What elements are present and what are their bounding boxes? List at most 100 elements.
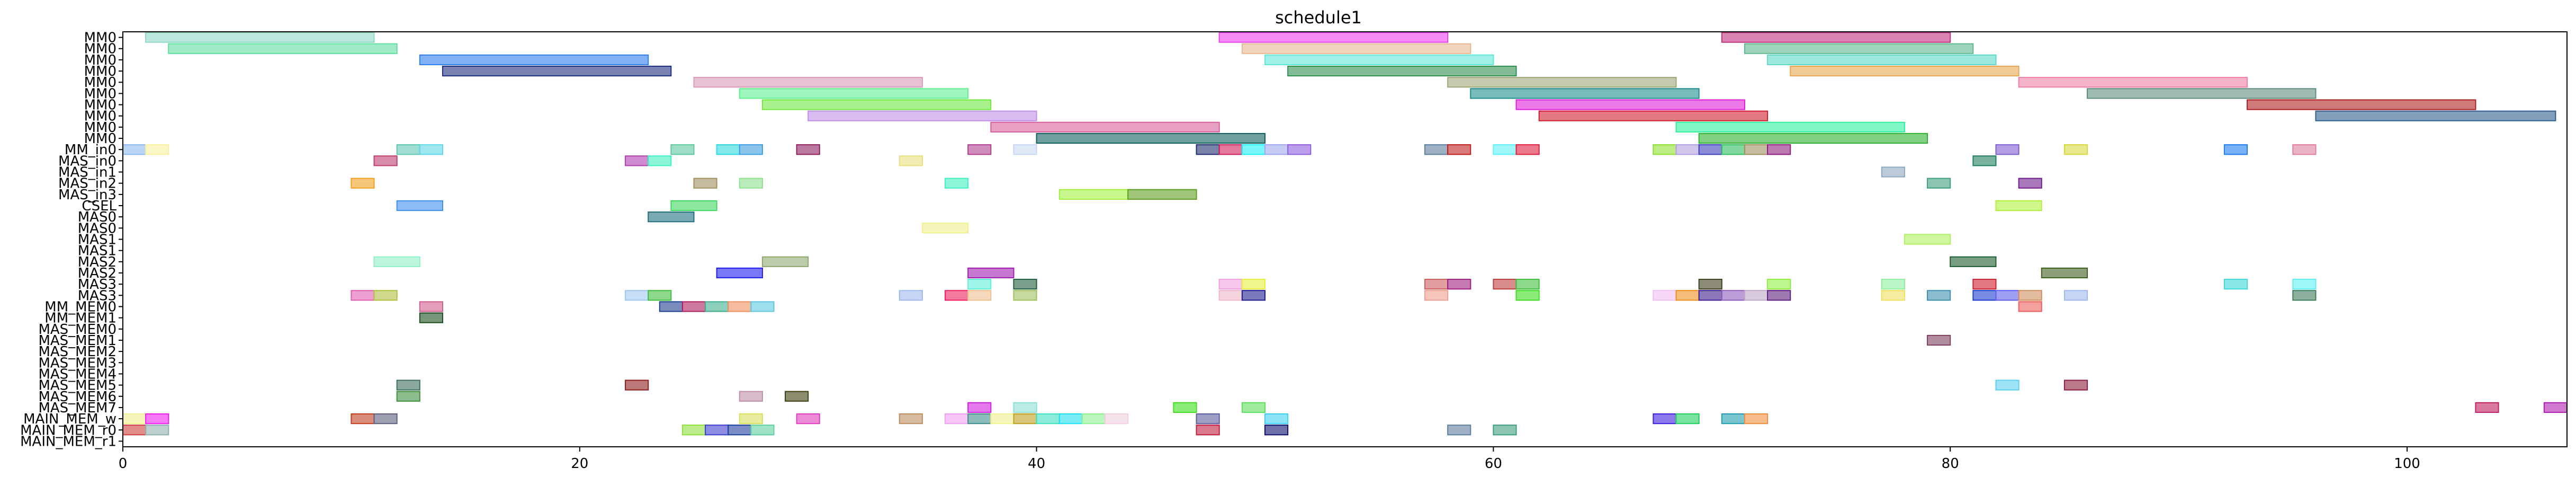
task-bar-26 bbox=[2247, 99, 2476, 110]
task-bar-90 bbox=[1515, 279, 1540, 290]
task-bar-12 bbox=[1264, 54, 1494, 66]
task-bar-142 bbox=[2475, 402, 2499, 413]
task-bar-37 bbox=[1013, 144, 1037, 155]
task-bar-18 bbox=[1675, 121, 1905, 132]
task-bar-28 bbox=[122, 144, 147, 155]
task-bar-101 bbox=[899, 290, 923, 301]
task-bar-76 bbox=[1904, 234, 1951, 245]
task-bar-172 bbox=[1264, 425, 1289, 436]
task-bar-118 bbox=[1995, 290, 2019, 301]
task-bar-27 bbox=[2315, 110, 2556, 121]
plot-frame bbox=[122, 31, 2568, 447]
task-bar-72 bbox=[670, 200, 717, 211]
task-bar-169 bbox=[728, 425, 752, 436]
task-bar-157 bbox=[1081, 413, 1106, 425]
task-bar-138 bbox=[967, 402, 992, 413]
task-bar-64 bbox=[693, 178, 717, 189]
task-bar-111 bbox=[1698, 290, 1722, 301]
y-tick-label: MAS_in2 bbox=[58, 176, 116, 192]
y-tick-label: MM0 bbox=[84, 98, 116, 113]
y-tick-label: MAS_MEM1 bbox=[38, 333, 116, 349]
task-bar-105 bbox=[1218, 290, 1243, 301]
y-tick-label: MM0 bbox=[84, 109, 116, 125]
task-bar-125 bbox=[705, 301, 729, 312]
task-bar-95 bbox=[2223, 279, 2248, 290]
task-bar-45 bbox=[1493, 144, 1517, 155]
task-bar-154 bbox=[1013, 413, 1037, 425]
task-bar-34 bbox=[739, 144, 763, 155]
task-bar-149 bbox=[796, 413, 820, 425]
task-bar-92 bbox=[1767, 279, 1791, 290]
task-bar-39 bbox=[1218, 144, 1243, 155]
task-bar-114 bbox=[1767, 290, 1791, 301]
task-bar-11 bbox=[1241, 43, 1471, 54]
chart-title: schedule1 bbox=[1275, 7, 1362, 28]
task-bar-81 bbox=[1950, 256, 1997, 267]
task-bar-109 bbox=[1653, 290, 1677, 301]
task-bar-98 bbox=[373, 290, 398, 301]
y-tick-label: MAIN_MEM_r0 bbox=[20, 422, 116, 438]
task-bar-33 bbox=[716, 144, 740, 155]
task-bar-173 bbox=[1447, 425, 1471, 436]
task-bar-93 bbox=[1881, 279, 1905, 290]
task-bar-19 bbox=[1698, 132, 1928, 144]
y-tick-label: MM0 bbox=[84, 131, 116, 147]
task-bar-40 bbox=[1241, 144, 1266, 155]
task-bar-141 bbox=[1241, 402, 1266, 413]
task-bar-42 bbox=[1287, 144, 1312, 155]
y-tick-label: MAS_MEM6 bbox=[38, 389, 116, 405]
task-bar-44 bbox=[1447, 144, 1471, 155]
task-bar-67 bbox=[1927, 178, 1951, 189]
task-bar-151 bbox=[945, 413, 969, 425]
x-axis: 0 20 40 60 80 100 bbox=[119, 447, 2420, 472]
task-bar-32 bbox=[670, 144, 695, 155]
y-tick-label: MAS3 bbox=[78, 277, 116, 293]
task-bar-164 bbox=[1744, 413, 1769, 425]
task-bar-106 bbox=[1241, 290, 1266, 301]
task-bar-146 bbox=[351, 413, 375, 425]
task-bar-14 bbox=[1447, 77, 1677, 88]
task-bar-3 bbox=[442, 65, 672, 77]
task-bar-143 bbox=[2543, 402, 2568, 413]
task-bar-20 bbox=[1721, 32, 1951, 43]
task-bar-51 bbox=[1744, 144, 1769, 155]
task-bar-66 bbox=[945, 178, 969, 189]
y-tick-label: MM0 bbox=[84, 52, 116, 68]
task-bar-49 bbox=[1698, 144, 1722, 155]
task-bar-50 bbox=[1721, 144, 1745, 155]
task-bar-83 bbox=[967, 279, 992, 290]
task-bar-60 bbox=[899, 155, 923, 166]
task-bar-148 bbox=[739, 413, 763, 425]
task-bar-99 bbox=[625, 290, 649, 301]
task-bar-13 bbox=[1287, 65, 1517, 77]
task-bar-168 bbox=[705, 425, 729, 436]
task-bar-56 bbox=[2292, 144, 2317, 155]
task-bar-97 bbox=[351, 290, 375, 301]
task-bar-140 bbox=[1173, 402, 1197, 413]
task-bar-2 bbox=[419, 54, 649, 66]
task-bar-85 bbox=[1218, 279, 1243, 290]
y-tick-label: CSEL bbox=[82, 198, 116, 214]
task-bar-68 bbox=[2018, 178, 2042, 189]
task-bar-77 bbox=[373, 256, 420, 267]
task-bar-150 bbox=[899, 413, 923, 425]
task-bar-171 bbox=[1196, 425, 1220, 436]
task-bar-7 bbox=[807, 110, 1037, 121]
task-bar-130 bbox=[1927, 334, 1951, 346]
task-bar-121 bbox=[2292, 290, 2317, 301]
task-bar-57 bbox=[373, 155, 398, 166]
task-bar-78 bbox=[761, 256, 809, 267]
y-tick-label: MAIN_MEM_r1 bbox=[20, 434, 116, 449]
task-bar-119 bbox=[2018, 290, 2042, 301]
y-tick-label: MAS1 bbox=[78, 232, 116, 248]
y-tick-label: MAS_MEM7 bbox=[38, 400, 116, 416]
task-bar-59 bbox=[648, 155, 672, 166]
y-tick-label: MM_MEM0 bbox=[44, 299, 116, 315]
task-bar-74 bbox=[648, 211, 695, 223]
y-tick-label: MM0 bbox=[84, 64, 116, 80]
task-bar-134 bbox=[2063, 379, 2088, 391]
task-bar-31 bbox=[419, 144, 443, 155]
task-bar-123 bbox=[659, 301, 683, 312]
task-bar-5 bbox=[739, 88, 969, 99]
y-tick-label: MAS_MEM4 bbox=[38, 366, 116, 382]
